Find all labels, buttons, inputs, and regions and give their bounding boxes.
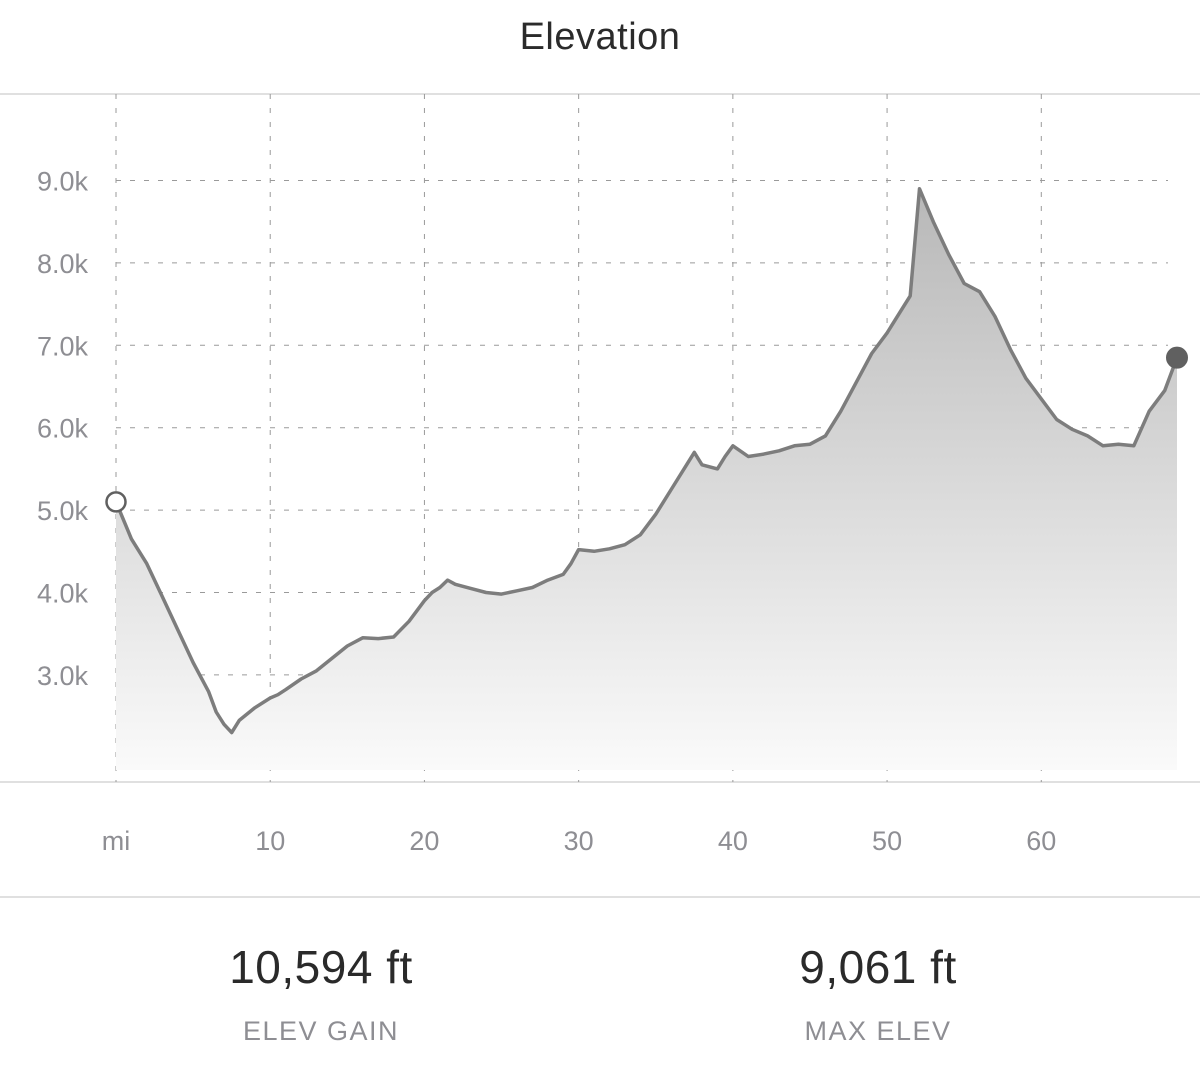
y-tick-label: 4.0k (37, 578, 89, 608)
elevation-chart: 3.0k 4.0k 5.0k 6.0k 7.0k 8.0k 9.0k mi 10 20 30 40 50… (0, 93, 1200, 898)
y-tick-label: 9.0k (37, 167, 89, 197)
y-tick-label: 3.0k (37, 661, 89, 691)
y-tick-label: 5.0k (37, 496, 89, 526)
max-elev-stat: 9,061 ft MAX ELEV (668, 940, 1088, 1047)
x-unit-label: mi (102, 826, 131, 856)
elevation-chart-svg: 3.0k 4.0k 5.0k 6.0k 7.0k 8.0k 9.0k mi 10 20 30 40 50… (0, 93, 1200, 898)
start-point-marker (105, 491, 127, 513)
elev-gain-label: ELEV GAIN (242, 1016, 400, 1046)
max-elev-label: MAX ELEV (804, 1016, 952, 1046)
max-elev-value: 9,061 ft (799, 941, 957, 993)
area-layer (105, 187, 1188, 771)
x-tick-label: 60 (1026, 826, 1056, 856)
elev-gain-value: 10,594 ft (229, 941, 413, 993)
x-tick-label: 40 (718, 826, 748, 856)
elevation-area-fill (116, 188, 1177, 771)
elevation-line (114, 187, 1179, 735)
end-point-marker (1166, 346, 1188, 369)
x-tick-label: 10 (255, 826, 285, 856)
x-tick-label: 50 (872, 826, 902, 856)
axis-label-layer: 3.0k 4.0k 5.0k 6.0k 7.0k 8.0k 9.0k mi 10 20 30 40 50… (37, 167, 1056, 856)
grid-layer (115, 94, 1168, 782)
y-tick-label: 7.0k (37, 331, 89, 361)
y-tick-label: 8.0k (37, 249, 89, 279)
x-tick-label: 20 (409, 826, 439, 856)
elev-gain-stat: 10,594 ft ELEV GAIN (111, 940, 531, 1047)
y-tick-label: 6.0k (37, 414, 89, 444)
x-tick-label: 30 (564, 826, 594, 856)
page-title: Elevation (519, 16, 681, 58)
